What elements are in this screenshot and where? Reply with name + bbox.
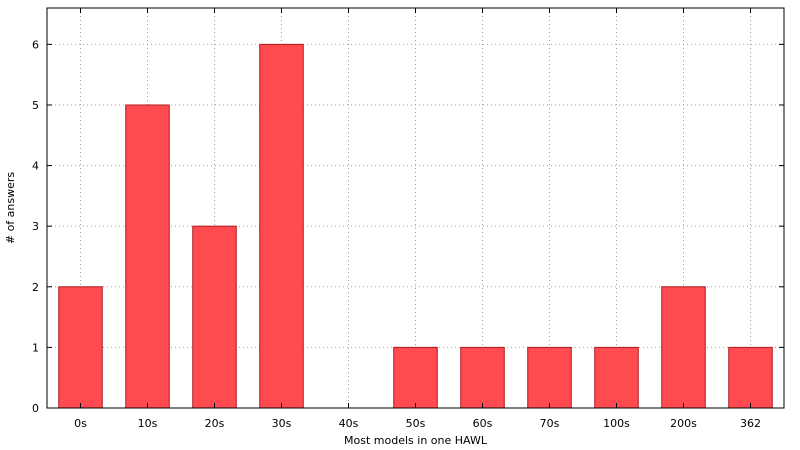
x-tick-label: 20s: [205, 417, 225, 430]
x-axis-title: Most models in one HAWL: [344, 434, 488, 447]
x-tick-label: 30s: [272, 417, 292, 430]
y-tick-label: 0: [32, 402, 39, 415]
bar-60s: [460, 346, 505, 409]
bar-10s: [125, 104, 170, 409]
bar-30s: [259, 43, 304, 409]
x-axis-ticks: 0s 10s 20s 30s 40s 50s 60s 70s 100s 200s 362: [74, 8, 761, 430]
bar-100s: [594, 346, 639, 409]
x-tick-label: 200s: [670, 417, 697, 430]
x-tick-label: 362: [740, 417, 761, 430]
bar-70s: [527, 346, 572, 409]
x-tick-label: 0s: [74, 417, 87, 430]
x-tick-label: 70s: [540, 417, 560, 430]
y-tick-label: 4: [32, 160, 39, 173]
bar-20s: [192, 225, 237, 409]
x-tick-label: 100s: [603, 417, 630, 430]
bar-362: [728, 346, 773, 409]
x-tick-label: 10s: [138, 417, 158, 430]
y-axis-title: # of answers: [4, 172, 17, 245]
x-tick-label: 60s: [473, 417, 493, 430]
y-tick-label: 3: [32, 220, 39, 233]
y-tick-label: 2: [32, 281, 39, 294]
y-tick-label: 6: [32, 38, 39, 51]
y-tick-label: 5: [32, 99, 39, 112]
y-tick-label: 1: [32, 341, 39, 354]
bar-0s: [58, 286, 103, 409]
y-axis-ticks: 0 1 2 3 4 5 6: [32, 38, 784, 415]
x-tick-label: 50s: [406, 417, 426, 430]
bar-200s: [661, 286, 706, 409]
bar-50s: [393, 346, 438, 409]
x-tick-label: 40s: [339, 417, 359, 430]
